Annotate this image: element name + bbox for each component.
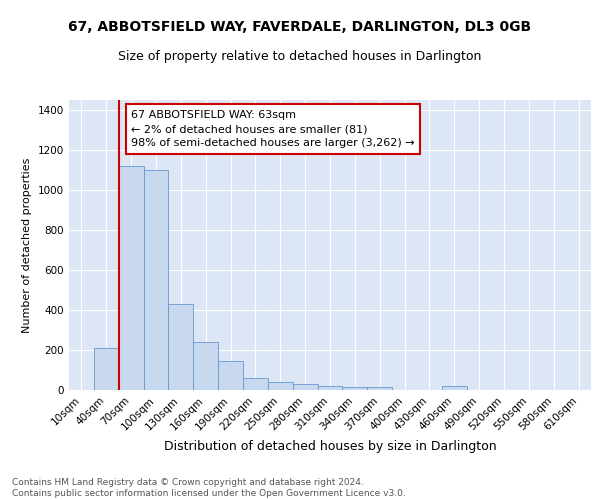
Bar	[143, 170, 169, 390]
Bar	[343, 388, 367, 390]
Bar	[169, 304, 193, 390]
Bar	[268, 382, 293, 390]
Bar	[193, 342, 218, 390]
Bar	[94, 348, 119, 390]
Bar	[119, 166, 143, 390]
Text: 67, ABBOTSFIELD WAY, FAVERDALE, DARLINGTON, DL3 0GB: 67, ABBOTSFIELD WAY, FAVERDALE, DARLINGT…	[68, 20, 532, 34]
X-axis label: Distribution of detached houses by size in Darlington: Distribution of detached houses by size …	[164, 440, 496, 453]
Bar	[367, 388, 392, 390]
Bar	[218, 361, 243, 390]
Text: 67 ABBOTSFIELD WAY: 63sqm
← 2% of detached houses are smaller (81)
98% of semi-d: 67 ABBOTSFIELD WAY: 63sqm ← 2% of detach…	[131, 110, 415, 148]
Y-axis label: Number of detached properties: Number of detached properties	[22, 158, 32, 332]
Bar	[317, 386, 343, 390]
Bar	[442, 386, 467, 390]
Bar	[293, 384, 317, 390]
Bar	[243, 378, 268, 390]
Text: Size of property relative to detached houses in Darlington: Size of property relative to detached ho…	[118, 50, 482, 63]
Text: Contains HM Land Registry data © Crown copyright and database right 2024.
Contai: Contains HM Land Registry data © Crown c…	[12, 478, 406, 498]
